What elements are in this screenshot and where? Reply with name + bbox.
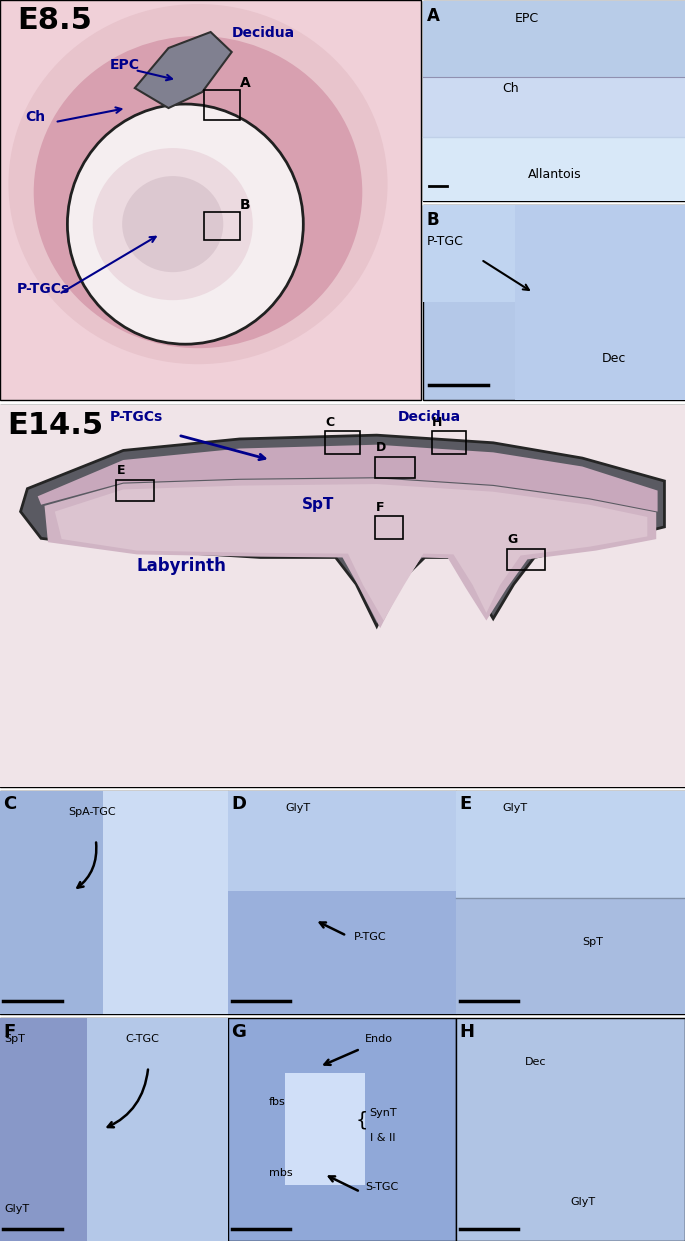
Bar [423,1,685,77]
Bar [507,549,545,570]
Text: EPC: EPC [515,11,539,25]
Bar [375,457,415,478]
Text: P-TGC: P-TGC [427,235,464,248]
Text: G: G [232,1023,247,1041]
Ellipse shape [8,4,388,364]
Text: D: D [232,795,247,814]
Text: H: H [432,416,442,429]
Bar [0,791,228,1014]
Text: SpT: SpT [582,937,603,947]
Bar [432,432,466,454]
Ellipse shape [67,104,303,344]
Bar [423,77,685,137]
Text: Ch: Ch [25,110,45,124]
Text: SpT: SpT [301,496,334,511]
Bar [0,1018,228,1241]
Text: fbs: fbs [269,1097,286,1107]
Bar [204,91,240,120]
Bar [116,480,154,501]
Text: Decidua: Decidua [397,410,460,423]
Text: P-TGC: P-TGC [353,932,386,942]
Text: H: H [460,1023,475,1041]
Bar [0,405,685,787]
Text: GlyT: GlyT [285,803,310,813]
Bar [456,897,685,1014]
Text: E14.5: E14.5 [7,411,103,439]
Polygon shape [45,478,656,628]
Text: C: C [325,416,334,429]
Bar [0,1018,87,1241]
Polygon shape [21,436,664,627]
Text: F: F [375,500,384,514]
Bar [423,1,685,201]
Bar [204,212,240,241]
Bar [285,1073,365,1185]
Bar [228,791,456,891]
Bar [228,791,456,1014]
Text: GlyT: GlyT [5,1204,29,1214]
Bar [0,405,685,787]
Bar [228,1018,456,1241]
Text: B: B [240,199,251,212]
Text: Dec: Dec [601,352,625,365]
Text: SynT: SynT [369,1108,397,1118]
Text: C: C [3,795,16,814]
Text: P-TGCs: P-TGCs [110,410,163,423]
Bar [456,791,685,897]
Text: A: A [427,7,440,25]
Text: Labyrinth: Labyrinth [137,557,227,575]
Text: SpA-TGC: SpA-TGC [68,808,116,818]
Text: E8.5: E8.5 [17,6,92,35]
Bar [0,0,421,400]
Bar [87,1018,228,1241]
Bar [423,205,685,400]
Bar [423,137,685,201]
Text: GlyT: GlyT [571,1198,596,1207]
Bar [325,432,360,454]
Text: S-TGC: S-TGC [365,1181,398,1191]
Text: Dec: Dec [525,1057,547,1067]
Text: P-TGCs: P-TGCs [17,282,70,297]
Polygon shape [38,444,658,511]
Text: A: A [240,76,251,91]
Text: E: E [116,464,125,478]
Text: Endo: Endo [365,1035,393,1045]
Text: GlyT: GlyT [502,803,527,813]
Bar [423,205,515,303]
Text: SpT: SpT [5,1035,25,1045]
Text: G: G [507,534,517,546]
Bar [456,791,685,1014]
Text: EPC: EPC [110,58,140,72]
Ellipse shape [92,148,253,300]
Ellipse shape [122,176,223,272]
Text: Ch: Ch [502,82,519,94]
Text: D: D [375,442,386,454]
Text: {: { [356,1111,369,1129]
Text: Decidua: Decidua [232,26,295,40]
Polygon shape [55,484,647,620]
Ellipse shape [34,36,362,349]
Bar [103,791,228,1014]
Text: E: E [460,795,472,814]
Bar [456,1018,685,1241]
Text: Allantois: Allantois [528,168,582,181]
Bar [515,205,685,400]
Text: I & II: I & II [369,1133,395,1143]
Bar [228,891,456,1014]
Bar [0,791,103,1014]
Text: F: F [3,1023,16,1041]
Text: B: B [427,211,439,230]
Text: mbs: mbs [269,1169,292,1179]
Bar [375,516,403,539]
Text: C-TGC: C-TGC [125,1035,160,1045]
Polygon shape [135,32,232,108]
